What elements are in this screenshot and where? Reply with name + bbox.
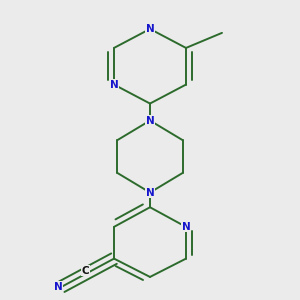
- Text: N: N: [182, 222, 190, 232]
- Text: N: N: [54, 282, 63, 292]
- Text: N: N: [146, 116, 154, 126]
- Text: N: N: [146, 188, 154, 197]
- Text: N: N: [110, 80, 118, 90]
- Text: N: N: [146, 24, 154, 34]
- Text: C: C: [81, 266, 89, 276]
